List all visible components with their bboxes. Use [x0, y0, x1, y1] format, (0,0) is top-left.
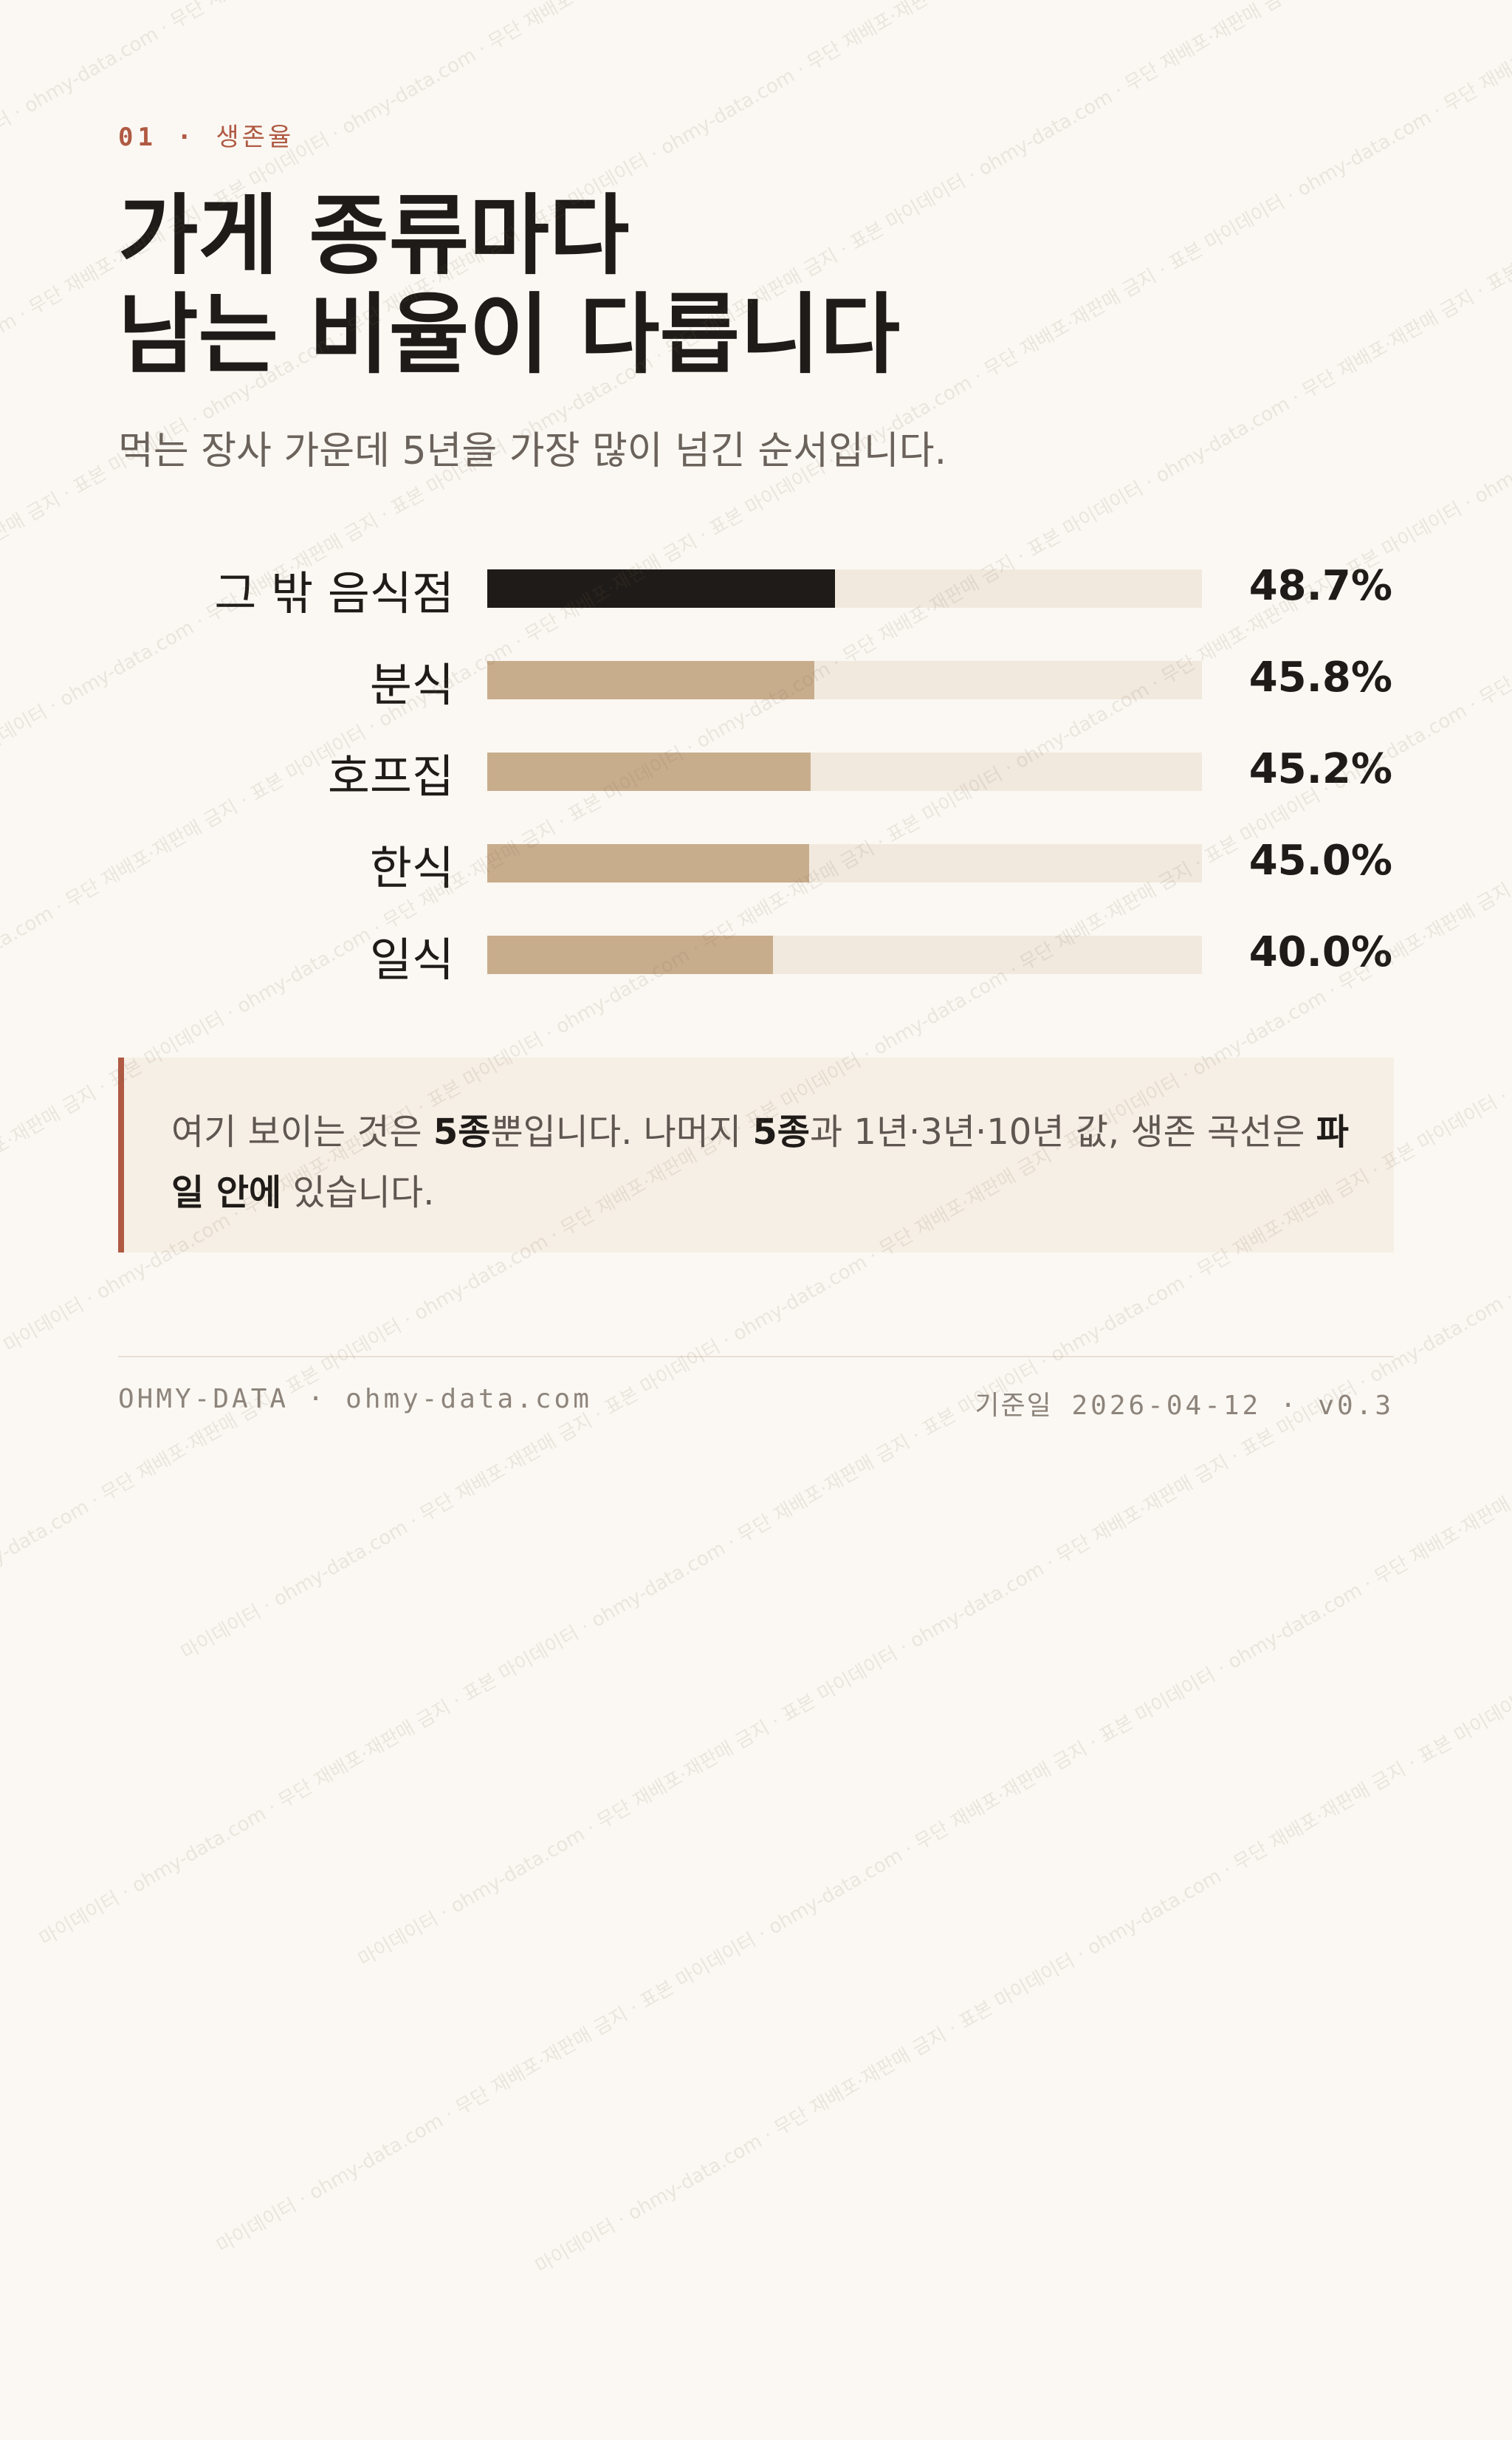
footer-meta: 기준일 2026-04-12 · v0.3 — [975, 1384, 1394, 1422]
footer-date: 2026-04-12 — [1071, 1391, 1262, 1421]
bar — [487, 569, 836, 608]
note-bold-2: 5종 — [752, 1111, 810, 1153]
footer-separator-2: · — [1279, 1391, 1299, 1421]
footer-date-label: 기준일 — [975, 1391, 1053, 1421]
bar — [487, 661, 815, 699]
category-label: 일식 — [369, 933, 454, 987]
footer-brand-name: OHMY-DATA — [118, 1384, 289, 1414]
category-label: 한식 — [369, 841, 454, 895]
footer-site-link[interactable]: ohmy-data.com — [346, 1384, 592, 1414]
title-line-1: 가게 종류마다 — [118, 185, 630, 287]
value-label: 45.8% — [1248, 654, 1392, 702]
bar-track — [487, 661, 1202, 699]
category-label: 그 밖 음식점 — [214, 566, 454, 620]
note-part-2: 뿐입니다. 나머지 — [490, 1111, 753, 1153]
note-bold-3: 파일 안에 — [171, 1111, 1349, 1213]
footer-brand: OHMY-DATA · ohmy-data.com — [118, 1384, 592, 1414]
bar — [487, 753, 811, 791]
bar — [487, 844, 809, 883]
section-separator: · — [176, 123, 196, 152]
value-label: 40.0% — [1248, 928, 1392, 976]
note-part-3: 과 1년·3년·10년 값, 생존 곡선은 — [809, 1111, 1316, 1153]
page-title: 가게 종류마다 남는 비율이 다릅니다 — [118, 186, 1373, 384]
footer-divider — [118, 1356, 1394, 1357]
footer-version: v0.3 — [1318, 1391, 1394, 1421]
footer-separator: · — [307, 1384, 327, 1414]
page-subtitle: 먹는 장사 가운데 5년을 가장 많이 넘긴 순서입니다. — [118, 429, 947, 473]
note-part-1: 여기 보이는 것은 — [171, 1111, 433, 1153]
title-line-2: 남는 비율이 다릅니다 — [118, 284, 901, 385]
note-text: 여기 보이는 것은 5종뿐입니다. 나머지 5종과 1년·3년·10년 값, 생… — [171, 1102, 1367, 1223]
note-part-4: 있습니다. — [281, 1172, 435, 1213]
section-label: 01 · 생존율 — [118, 117, 294, 153]
bar — [487, 936, 774, 974]
category-label: 분식 — [369, 658, 454, 712]
section-number: 01 — [118, 123, 157, 152]
bar-track — [487, 753, 1202, 791]
bar-track — [487, 569, 1202, 608]
section-label-text: 생존율 — [216, 123, 295, 152]
value-label: 45.0% — [1248, 837, 1392, 885]
note-bold-1: 5종 — [433, 1111, 491, 1153]
bar-track — [487, 844, 1202, 883]
bar-track — [487, 936, 1202, 974]
value-label: 48.7% — [1248, 562, 1392, 610]
note-box: 여기 보이는 것은 5종뿐입니다. 나머지 5종과 1년·3년·10년 값, 생… — [118, 1058, 1394, 1252]
value-label: 45.2% — [1248, 745, 1392, 793]
category-label: 호프집 — [327, 750, 454, 803]
survival-bar-chart: 그 밖 음식점 48.7% 분식 45.8% 호프집 45.2% 한식 45.0% 일식 40.0… — [214, 562, 1392, 987]
